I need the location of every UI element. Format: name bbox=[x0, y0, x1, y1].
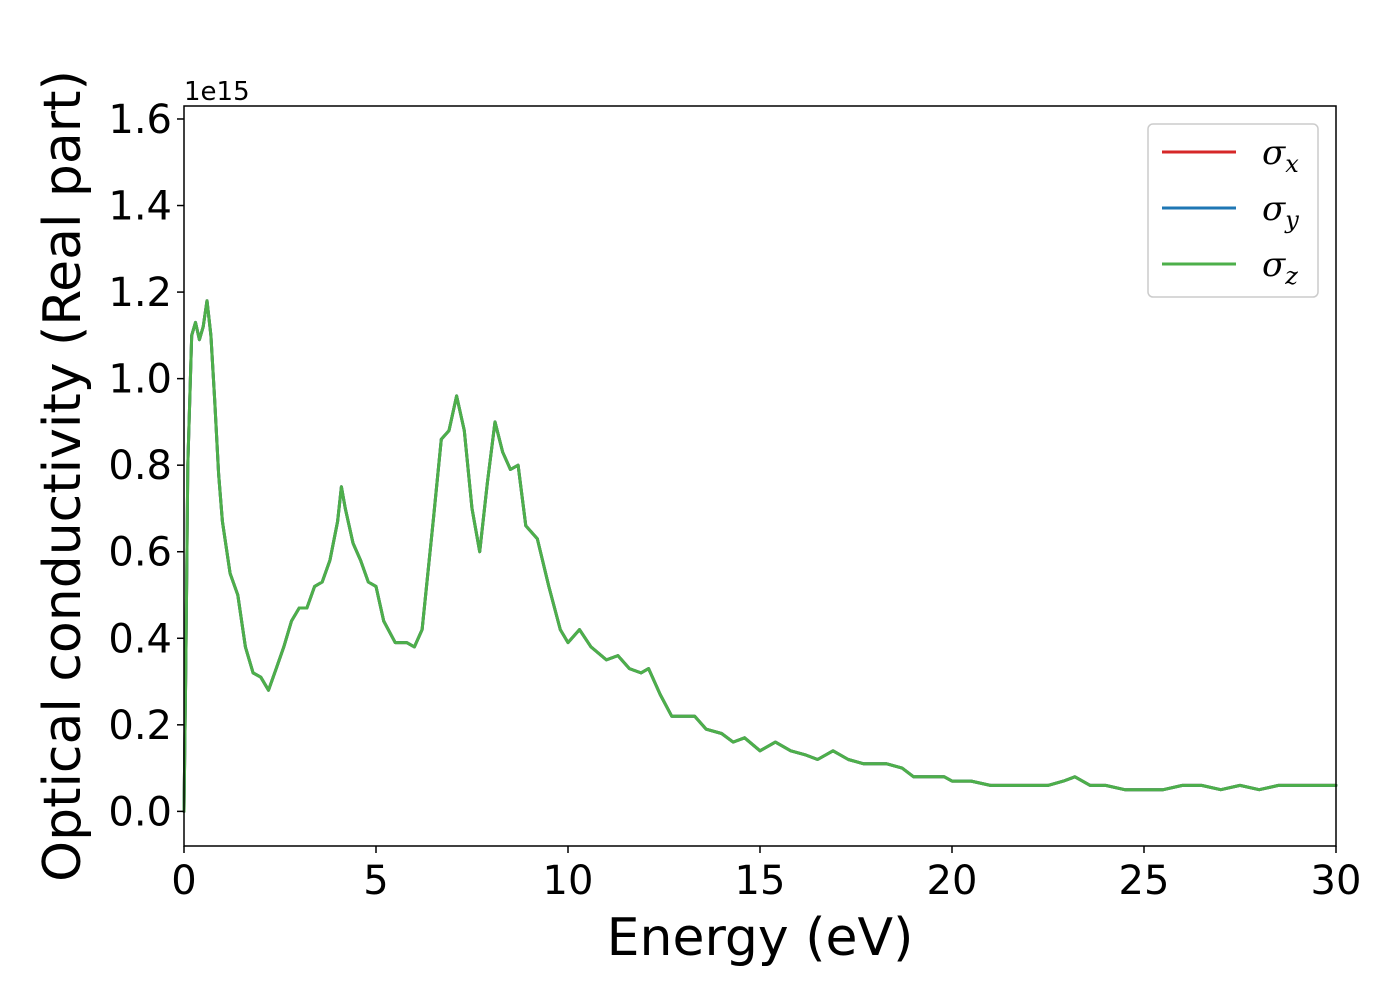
legend-subscript: y bbox=[1284, 206, 1299, 234]
x-tick-label: 25 bbox=[1119, 858, 1170, 904]
x-axis: 0 5 10 15 20 25 30 bbox=[171, 846, 1361, 904]
x-tick-label: 5 bbox=[363, 858, 388, 904]
y-tick-label: 0.6 bbox=[108, 530, 172, 576]
y-tick-label: 0.8 bbox=[108, 443, 172, 489]
x-tick-label: 0 bbox=[171, 858, 196, 904]
legend-subscript: x bbox=[1285, 150, 1299, 178]
series-line-z bbox=[182, 299, 1338, 813]
y-tick-label: 1.0 bbox=[108, 357, 172, 403]
legend-symbol: σ bbox=[1262, 245, 1286, 285]
x-tick-label: 30 bbox=[1311, 858, 1362, 904]
y-axis-title: Optical conductivity (Real part) bbox=[33, 70, 93, 882]
x-tick-label: 20 bbox=[927, 858, 978, 904]
x-axis-title: Energy (eV) bbox=[607, 908, 914, 968]
plot-lines bbox=[182, 299, 1338, 813]
y-tick-label: 0.2 bbox=[108, 703, 172, 749]
legend-entry-z: σz bbox=[1262, 245, 1298, 290]
legend-symbol: σ bbox=[1262, 133, 1286, 173]
series-line-x bbox=[182, 299, 1338, 813]
y-tick-label: 0.4 bbox=[108, 616, 172, 662]
x-tick-label: 10 bbox=[543, 858, 594, 904]
y-tick-label: 1.4 bbox=[108, 184, 172, 230]
y-axis: 0.0 0.2 0.4 0.6 0.8 1.0 1.2 1.4 1.6 bbox=[108, 97, 184, 835]
legend-subscript: z bbox=[1284, 262, 1298, 290]
legend-box bbox=[1147, 123, 1319, 298]
legend-entry-x: σx bbox=[1262, 133, 1299, 178]
y-tick-label: 1.6 bbox=[108, 97, 172, 143]
legend-symbol: σ bbox=[1262, 189, 1286, 229]
y-tick-label: 0.0 bbox=[108, 789, 172, 835]
y-offset-label: 1e15 bbox=[184, 77, 250, 107]
x-tick-label: 15 bbox=[735, 858, 786, 904]
y-tick-label: 1.2 bbox=[108, 270, 172, 316]
series-line-y bbox=[182, 299, 1338, 813]
legend-entry-y: σy bbox=[1262, 189, 1299, 234]
